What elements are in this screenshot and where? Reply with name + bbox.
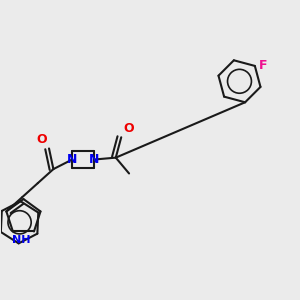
Text: O: O: [124, 122, 134, 135]
Text: N: N: [89, 153, 100, 166]
Text: NH: NH: [12, 235, 30, 245]
Text: F: F: [259, 59, 268, 72]
Text: O: O: [37, 133, 47, 146]
Text: N: N: [67, 153, 77, 166]
